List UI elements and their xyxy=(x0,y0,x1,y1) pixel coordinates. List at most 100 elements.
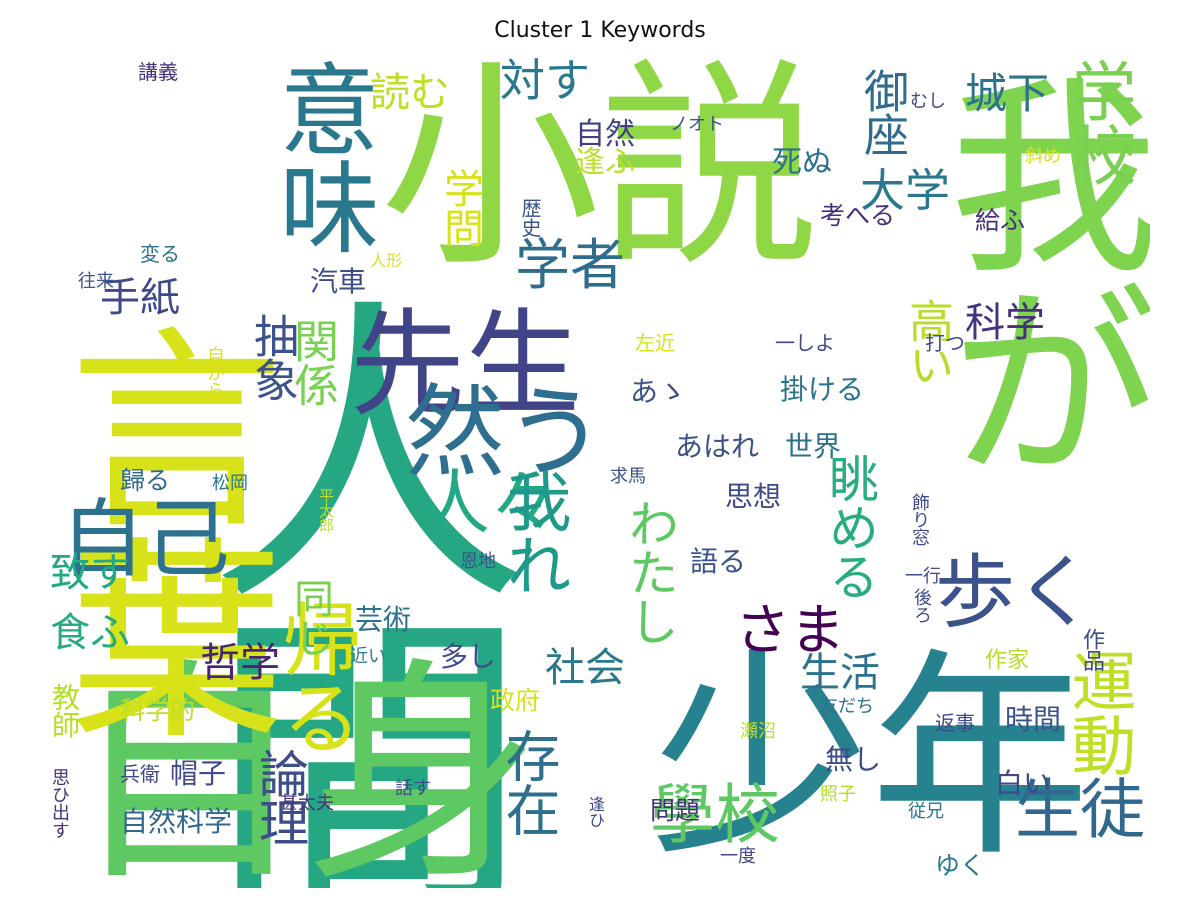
cloud-word: 帽子 xyxy=(170,757,227,790)
cloud-word: 甚太夫 xyxy=(280,793,334,814)
cloud-word: 語る xyxy=(690,545,747,578)
cloud-word: 飾り窓 xyxy=(909,493,930,546)
cloud-word: 言葉 xyxy=(50,318,283,740)
cloud-word: 政府 xyxy=(490,686,541,715)
cloud-word: 逢ふ xyxy=(575,145,635,180)
cloud-word: 兵衛 xyxy=(120,762,160,786)
cloud-word: 汽車 xyxy=(310,265,367,298)
cloud-word: 学問 xyxy=(437,168,483,247)
cloud-word: 小説 xyxy=(380,58,821,296)
cloud-word: 無し xyxy=(825,743,882,776)
cloud-word: 照子 xyxy=(820,784,856,805)
cloud-word: 自然 xyxy=(575,117,635,152)
cloud-word: 関係 xyxy=(286,318,339,407)
cloud-word: 人形 xyxy=(370,251,403,270)
cloud-word: あゝ xyxy=(630,375,687,408)
cloud-word: 後ろ xyxy=(911,588,932,624)
cloud-word: 社会 xyxy=(545,645,625,691)
cloud-word: 話す xyxy=(395,778,431,799)
cloud-word: 作家 xyxy=(985,648,1030,673)
cloud-word: 思想 xyxy=(725,480,782,513)
cloud-word: ノオト xyxy=(670,114,724,135)
cloud-word: 論理 xyxy=(251,748,309,846)
cloud-word: 城下 xyxy=(965,69,1050,118)
cloud-word: 抽象 xyxy=(246,313,299,402)
cloud-word: 手紙 xyxy=(100,275,180,321)
cloud-word: 打つ xyxy=(925,331,965,355)
cloud-word: 一行 xyxy=(905,566,941,587)
cloud-word: 學校 xyxy=(650,778,781,853)
cloud-word: 思ひ出す xyxy=(50,768,70,839)
cloud-word: 生徒 xyxy=(1015,773,1146,848)
cloud-word: 食ふ xyxy=(50,610,130,656)
cloud-word: 生活 xyxy=(800,650,880,696)
cloud-word: 人間 xyxy=(154,288,526,888)
cloud-word: 同じ xyxy=(287,578,333,657)
cloud-word: 帰る xyxy=(269,598,362,755)
cloud-word: 御座 xyxy=(856,68,909,157)
cloud-word: 変る xyxy=(140,242,180,266)
cloud-word: 逢ひ xyxy=(586,796,605,828)
cloud-word: 大学 xyxy=(860,164,951,217)
cloud-word: あはれ xyxy=(675,430,760,463)
cloud-word: 然う xyxy=(405,374,605,491)
cloud-word: わたし xyxy=(621,498,679,645)
cloud-word: 学者 xyxy=(515,233,626,297)
cloud-word: 自己 xyxy=(60,491,231,590)
cloud-word: 運動 xyxy=(1060,648,1135,776)
cloud-word: 一度 xyxy=(720,846,756,867)
cloud-word: 世界 xyxy=(785,430,842,463)
cloud-word: 眺める xyxy=(821,453,879,600)
cloud-word: 求馬 xyxy=(610,466,646,487)
cloud-word: 友だち xyxy=(820,696,874,717)
cloud-word: 自身 xyxy=(70,639,540,888)
cloud-word: 自から xyxy=(204,346,225,399)
cloud-word: 平太郎 xyxy=(317,488,335,533)
cloud-word: 多し xyxy=(440,640,497,673)
cloud-word: さま xyxy=(735,598,846,662)
cloud-word: 学校 xyxy=(1060,58,1135,186)
cloud-word: 返事 xyxy=(935,711,975,735)
cloud-word: 考へる xyxy=(820,201,896,230)
cloud-word: 往来 xyxy=(78,271,114,292)
cloud-word: 先生 xyxy=(350,298,581,432)
cloud-word: 掛ける xyxy=(780,373,865,406)
cloud-word: ゆく xyxy=(935,851,986,880)
cloud-word: 科学 xyxy=(965,300,1045,346)
cloud-word: 芸術 xyxy=(355,603,412,636)
cloud-word: 斜め xyxy=(1025,146,1061,167)
cloud-word: 左近 xyxy=(635,331,675,355)
cloud-word: 給ふ xyxy=(975,206,1026,235)
cloud-word: 瀬沼 xyxy=(740,721,776,742)
cloud-word: むし xyxy=(910,91,946,112)
cloud-word: 少年 xyxy=(650,630,1091,886)
cloud-word: 読む xyxy=(370,70,450,116)
cloud-word: 一しよ xyxy=(775,331,835,355)
cloud-word: 死ぬ xyxy=(772,145,832,180)
word-cloud: 人間 自身 小説 我が 少年 言葉 先生 意味 然う 自己 帰る 歩く 人々 我れ 學校 生徒 運動 学校 眺めるさ… xyxy=(50,58,1150,888)
cloud-word: 従兄 xyxy=(908,801,944,822)
cloud-word: 歸る xyxy=(120,466,171,495)
cloud-word: 哲学 xyxy=(200,640,280,686)
cloud-word: 白い xyxy=(995,767,1052,800)
cloud-word: 存在 xyxy=(496,728,560,836)
cloud-word: 高い xyxy=(901,298,954,387)
cloud-word: 教師 xyxy=(50,683,81,738)
cloud-word: 問題 xyxy=(650,796,701,825)
cloud-word: 自然科学 xyxy=(120,805,233,838)
cloud-word: 対す xyxy=(500,58,591,107)
cloud-word: 恩地 xyxy=(460,551,496,572)
cloud-word: 作品 xyxy=(1079,628,1104,672)
cloud-word: 講義 xyxy=(138,60,178,84)
page-title: Cluster 1 Keywords xyxy=(494,18,706,43)
cloud-word: 我が xyxy=(913,68,1150,480)
cloud-word: 我れ xyxy=(495,468,570,596)
cloud-word: 致す xyxy=(50,550,130,596)
cloud-word: 松岡 xyxy=(212,473,248,494)
cloud-word: 近い xyxy=(350,646,386,667)
cloud-word: 歩く xyxy=(935,546,1095,639)
cloud-word: 時間 xyxy=(1005,703,1062,736)
cloud-word: 科学的 xyxy=(120,696,196,725)
cloud-word: 歴史 xyxy=(518,198,542,238)
